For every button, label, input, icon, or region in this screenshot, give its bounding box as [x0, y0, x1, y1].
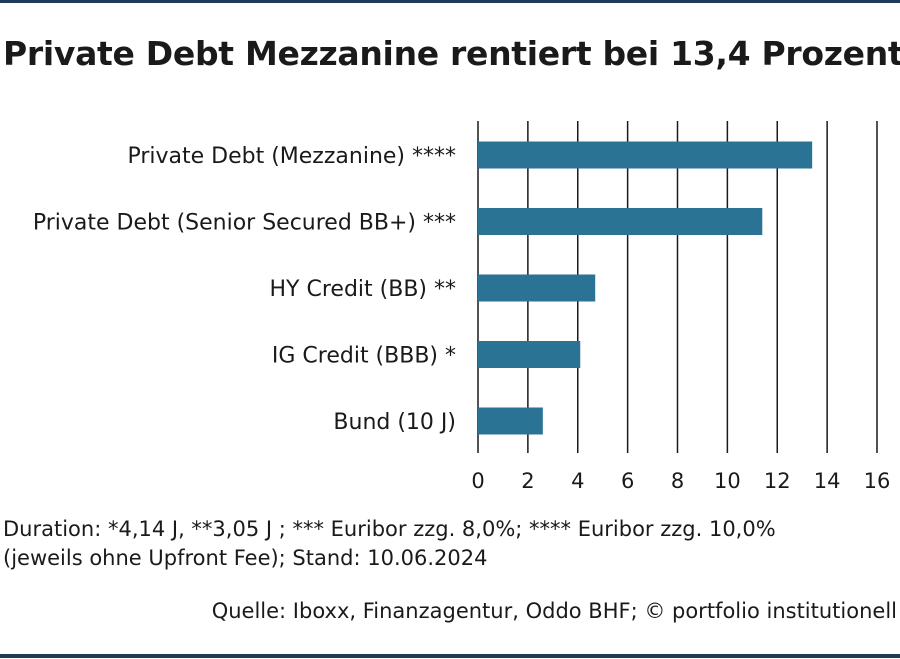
category-label-0: Private Debt (Mezzanine) ****	[127, 144, 456, 169]
category-label-1: Private Debt (Senior Secured BB+) ***	[33, 211, 456, 236]
bottom-rule	[0, 654, 900, 658]
x-tick-label-3: 6	[621, 469, 634, 493]
x-tick-label-2: 4	[571, 469, 584, 493]
bar-4	[478, 407, 543, 435]
bar-chart: 0 2 4 6 8 10 12 14 16 Private Debt (Mezzanine) **…	[33, 121, 891, 493]
chart-title: Private Debt Mezzanine rentiert bei 13,4…	[3, 34, 900, 73]
x-tick-label-4: 8	[671, 469, 684, 493]
x-tick-label-8: 16	[864, 469, 891, 493]
category-label-2: HY Credit (BB) **	[270, 277, 456, 302]
bar-2	[478, 274, 596, 302]
category-label-4: Bund (10 J)	[333, 410, 456, 435]
x-tick-label-1: 2	[521, 469, 534, 493]
x-tick-label-7: 14	[814, 469, 841, 493]
footnote-line-1: Duration: *4,14 J, **3,05 J ; *** Euribo…	[3, 517, 776, 541]
category-label-3: IG Credit (BBB) *	[272, 344, 456, 369]
x-tick-label-0: 0	[471, 469, 484, 493]
x-tick-label-6: 12	[764, 469, 791, 493]
bar-3	[478, 341, 581, 368]
footnote-line-2: (jeweils ohne Upfront Fee); Stand: 10.06…	[3, 546, 488, 570]
top-rule	[0, 0, 900, 3]
bar-1	[478, 208, 763, 235]
source-note: Quelle: Iboxx, Finanzagentur, Oddo BHF; …	[211, 599, 897, 623]
x-tick-label-5: 10	[714, 469, 741, 493]
bar-0	[478, 141, 813, 169]
